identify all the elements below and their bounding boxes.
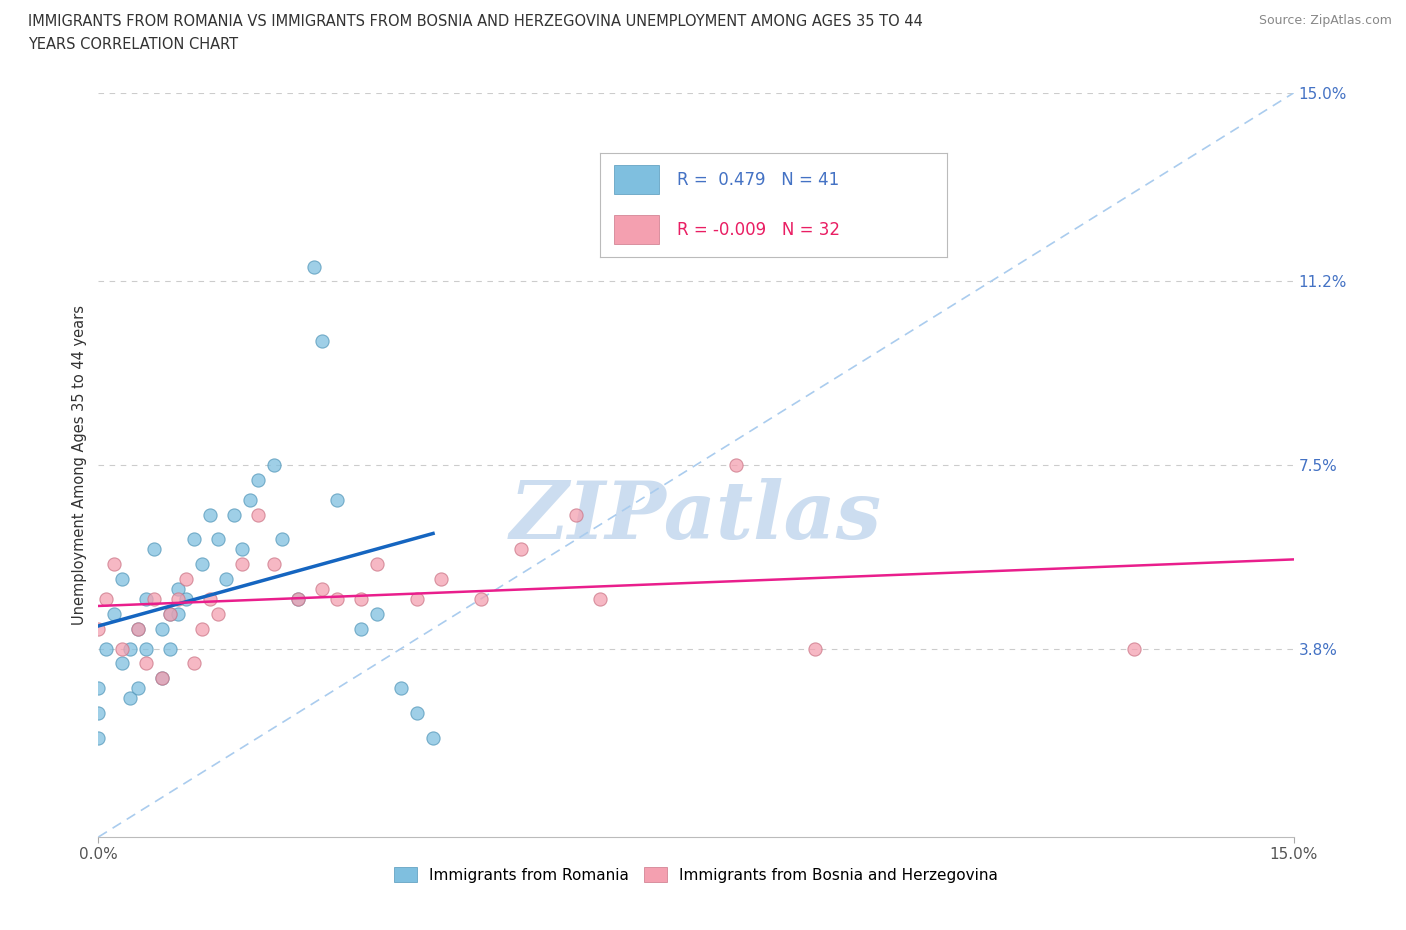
Point [191,621,214,636]
Point [120,641,142,656]
Point [174,591,197,606]
Point [215,572,238,587]
Text: IMMIGRANTS FROM ROMANIA VS IMMIGRANTS FROM BOSNIA AND HERZEGOVINA UNEMPLOYMENT A: IMMIGRANTS FROM ROMANIA VS IMMIGRANTS FR… [28,14,922,29]
Point [191,557,214,572]
Point [127,621,149,636]
Point [366,606,388,621]
Point [127,681,149,696]
Point [350,621,373,636]
Text: YEARS CORRELATION CHART: YEARS CORRELATION CHART [28,37,238,52]
Point [470,591,492,606]
Point [350,591,373,606]
Point [159,606,181,621]
Point [111,641,134,656]
Y-axis label: Unemployment Among Ages 35 to 44 years: Unemployment Among Ages 35 to 44 years [72,305,87,625]
Point [120,691,142,706]
Point [183,656,205,671]
Point [430,572,453,587]
Point [302,259,325,274]
Point [231,542,253,557]
Point [287,591,309,606]
Point [246,472,269,487]
Point [207,606,229,621]
Point [143,591,166,606]
Point [222,507,245,522]
Point [150,671,173,685]
Point [804,641,827,656]
Point [167,606,190,621]
Point [326,591,349,606]
Point [287,591,309,606]
Point [111,572,134,587]
Point [246,507,269,522]
Point [111,656,134,671]
Point [1123,641,1146,656]
Point [159,606,181,621]
Point [389,681,412,696]
Point [159,641,181,656]
Point [565,507,588,522]
Point [207,532,229,547]
Text: ZIPatlas: ZIPatlas [510,478,882,556]
Point [198,507,221,522]
Point [326,492,349,507]
Point [231,557,253,572]
Point [150,621,173,636]
Point [239,492,262,507]
Point [311,334,333,349]
Point [103,606,125,621]
Point [406,706,429,721]
Point [724,458,747,472]
Point [183,532,205,547]
Point [174,572,197,587]
Point [96,591,118,606]
Point [87,706,110,721]
Point [135,656,157,671]
Point [87,621,110,636]
Point [198,591,221,606]
Point [87,730,110,745]
Point [96,641,118,656]
Point [366,557,388,572]
Point [263,557,285,572]
Point [270,532,292,547]
Point [167,581,190,596]
Legend: Immigrants from Romania, Immigrants from Bosnia and Herzegovina: Immigrants from Romania, Immigrants from… [388,860,1004,889]
Point [87,681,110,696]
Point [263,458,285,472]
Point [422,730,444,745]
Point [127,621,149,636]
Point [167,591,190,606]
Point [103,557,125,572]
Point [135,641,157,656]
Text: Source: ZipAtlas.com: Source: ZipAtlas.com [1258,14,1392,27]
Point [509,542,531,557]
Point [135,591,157,606]
Point [143,542,166,557]
Point [150,671,173,685]
Point [406,591,429,606]
Point [589,591,612,606]
Point [311,581,333,596]
